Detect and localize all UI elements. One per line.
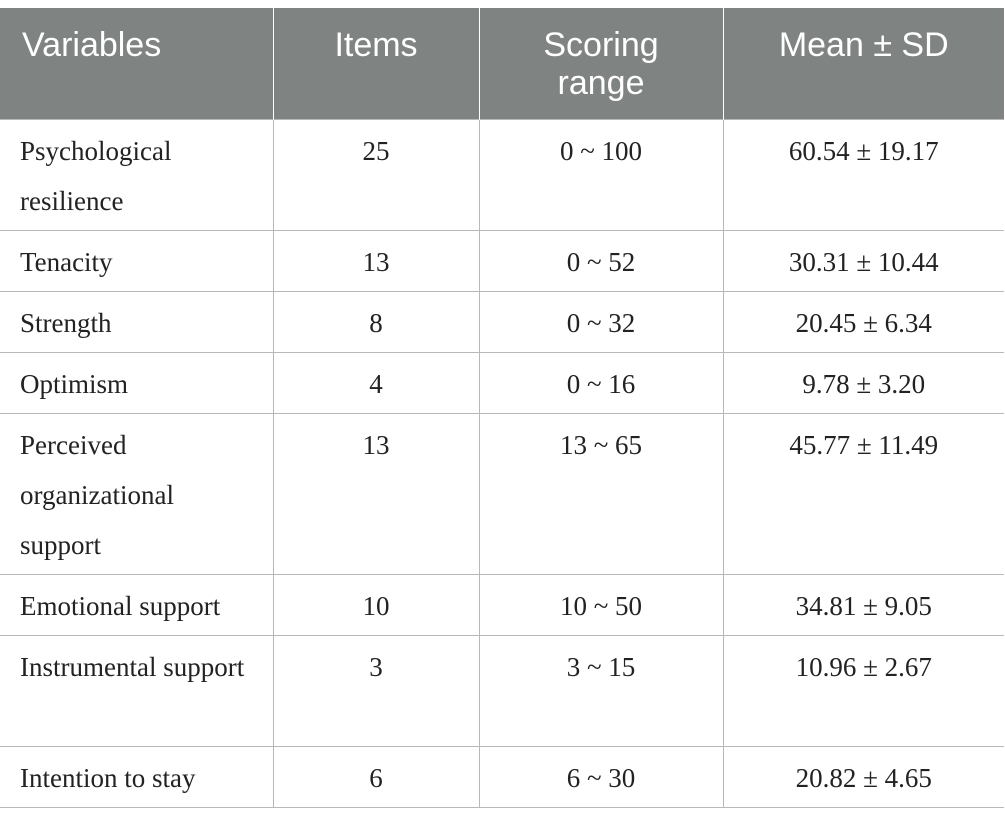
table-header: Variables Items Scoring range Mean ± SD (0, 8, 1004, 119)
cell-range: 0 ~ 16 (478, 351, 724, 414)
cell-mean-sd: 45.77 ± 11.49 (722, 412, 1004, 575)
cell-variable: Emotional support (0, 573, 274, 636)
cell-variable: Instrumental support (0, 634, 274, 747)
table-row: Instrumental support 3 3 ~ 15 10.96 ± 2.… (0, 634, 1004, 747)
cell-mean-sd: 20.45 ± 6.34 (722, 290, 1004, 353)
header-variables: Variables (0, 8, 273, 119)
data-table: Variables Items Scoring range Mean ± SD … (0, 8, 1004, 808)
table-row: Emotional support 10 10 ~ 50 34.81 ± 9.0… (0, 573, 1004, 636)
cell-items: 4 (272, 351, 480, 414)
cell-range: 0 ~ 32 (478, 290, 724, 353)
cell-items: 25 (272, 118, 480, 231)
table-row: Psychological resilience 25 0 ~ 100 60.5… (0, 118, 1004, 231)
cell-range: 0 ~ 100 (478, 118, 724, 231)
table-row: Strength 8 0 ~ 32 20.45 ± 6.34 (0, 290, 1004, 353)
cell-variable: Tenacity (0, 229, 274, 292)
cell-mean-sd: 60.54 ± 19.17 (722, 118, 1004, 231)
table-row: Tenacity 13 0 ~ 52 30.31 ± 10.44 (0, 229, 1004, 292)
header-scoring-range: Scoring range (478, 8, 723, 119)
header-items: Items (272, 8, 479, 119)
cell-mean-sd: 30.31 ± 10.44 (722, 229, 1004, 292)
cell-items: 13 (272, 229, 480, 292)
cell-mean-sd: 9.78 ± 3.20 (722, 351, 1004, 414)
cell-variable: Perceived organizational support (0, 412, 274, 575)
cell-items: 8 (272, 290, 480, 353)
cell-mean-sd: 20.82 ± 4.65 (722, 745, 1004, 808)
header-row: Variables Items Scoring range Mean ± SD (0, 8, 1004, 119)
header-mean-sd: Mean ± SD (722, 8, 1004, 119)
cell-items: 10 (272, 573, 480, 636)
table-row: Optimism 4 0 ~ 16 9.78 ± 3.20 (0, 351, 1004, 414)
cell-variable: Psychological resilience (0, 118, 274, 231)
cell-items: 13 (272, 412, 480, 575)
cell-range: 10 ~ 50 (478, 573, 724, 636)
cell-items: 3 (272, 634, 480, 747)
table-row: Intention to stay 6 6 ~ 30 20.82 ± 4.65 (0, 745, 1004, 808)
table-row: Perceived organizational support 13 13 ~… (0, 412, 1004, 575)
cell-mean-sd: 34.81 ± 9.05 (722, 573, 1004, 636)
cell-items: 6 (272, 745, 480, 808)
cell-range: 6 ~ 30 (478, 745, 724, 808)
cell-variable: Strength (0, 290, 274, 353)
table-body: Psychological resilience 25 0 ~ 100 60.5… (0, 118, 1004, 808)
cell-range: 3 ~ 15 (478, 634, 724, 747)
cell-variable: Optimism (0, 351, 274, 414)
cell-mean-sd: 10.96 ± 2.67 (722, 634, 1004, 747)
cell-variable: Intention to stay (0, 745, 274, 808)
cell-range: 13 ~ 65 (478, 412, 724, 575)
cell-range: 0 ~ 52 (478, 229, 724, 292)
